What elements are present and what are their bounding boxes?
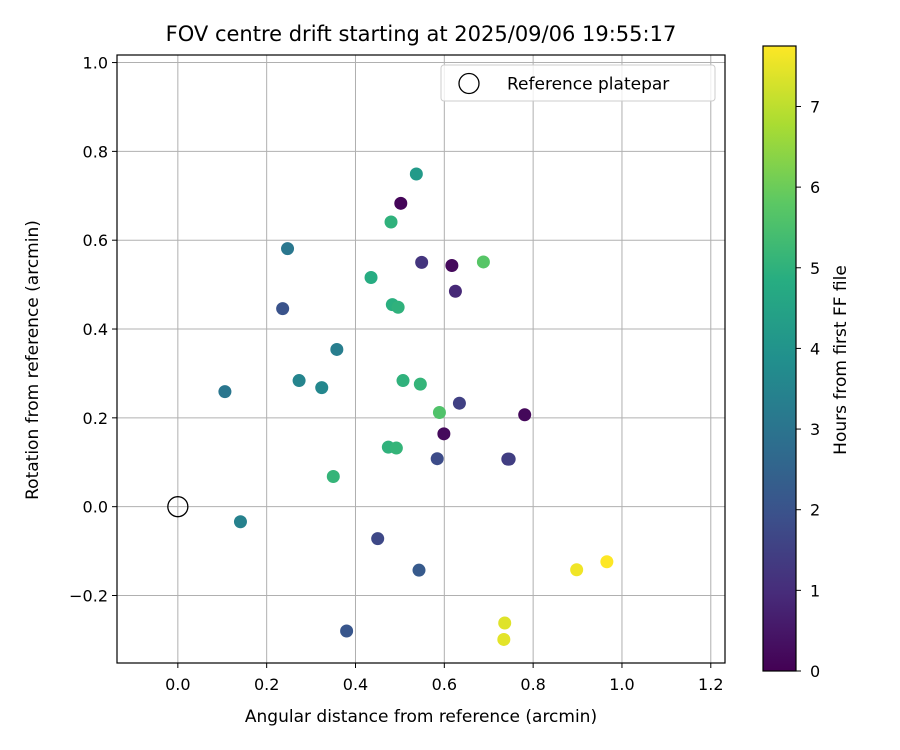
colorbar-gradient: [763, 46, 796, 671]
x-tick-label: 0.8: [520, 675, 545, 694]
y-axis-ticks: −0.2 0.0 0.2 0.4 0.6 0.8 1.0: [69, 54, 117, 605]
data-point: [218, 385, 232, 399]
data-point: [394, 196, 408, 210]
x-tick-label: 1.0: [609, 675, 634, 694]
data-point: [413, 377, 427, 391]
data-point: [292, 374, 306, 388]
colorbar-label: Hours from first FF file: [831, 265, 851, 455]
data-point: [233, 515, 247, 529]
data-point: [476, 255, 490, 269]
data-point: [409, 167, 423, 181]
y-tick-label: 0.4: [83, 320, 108, 339]
y-tick-label: 0.8: [83, 142, 108, 161]
data-point: [281, 242, 295, 256]
colorbar-tick-label: 7: [810, 97, 820, 116]
data-point: [518, 408, 532, 422]
colorbar-frame: [762, 45, 797, 672]
y-tick-label: 0.0: [83, 498, 108, 517]
colorbar: 0 1 2 3 4 5 6 7 Hours from first FF file: [762, 45, 851, 681]
data-point: [502, 452, 516, 466]
x-axis-ticks: 0.0 0.2 0.4 0.6 0.8 1.0 1.2: [165, 663, 724, 694]
colorbar-tick-label: 1: [810, 581, 820, 600]
reference-platepar-marker: [167, 496, 189, 518]
x-axis-label: Angular distance from reference (arcmin): [245, 707, 597, 727]
data-point: [389, 441, 403, 455]
colorbar-tick-label: 5: [810, 259, 820, 278]
x-tick-label: 0.0: [165, 675, 190, 694]
x-tick-label: 0.4: [343, 675, 368, 694]
colorbar-tick-label: 4: [810, 339, 820, 358]
data-point: [326, 469, 340, 483]
colorbar-tick-label: 6: [810, 178, 820, 197]
data-point: [396, 374, 410, 388]
data-point: [315, 381, 329, 395]
data-point: [432, 406, 446, 420]
reference-marker-layer: [167, 496, 189, 518]
legend-label: Reference platepar: [507, 75, 669, 95]
x-tick-label: 1.2: [698, 675, 723, 694]
y-tick-label: 1.0: [83, 54, 108, 73]
legend-box: [440, 64, 716, 102]
data-point: [340, 624, 354, 638]
data-point: [384, 215, 398, 229]
data-point: [452, 396, 466, 410]
data-point: [364, 271, 378, 285]
legend-reference-marker: [458, 72, 480, 95]
x-tick-label: 0.6: [432, 675, 457, 694]
data-point: [498, 616, 512, 630]
colorbar-ticks: 0 1 2 3 4 5 6 7: [796, 97, 820, 681]
x-tick-label: 0.2: [254, 675, 279, 694]
legend: Reference platepar: [440, 64, 716, 102]
y-tick-label: 0.6: [83, 231, 108, 250]
chart-title: FOV centre drift starting at 2025/09/06 …: [166, 22, 677, 46]
y-axis-label: Rotation from reference (arcmin): [23, 220, 43, 500]
y-tick-label: −0.2: [69, 586, 108, 605]
y-tick-label: 0.2: [83, 409, 108, 428]
data-point: [371, 532, 385, 546]
data-point: [330, 342, 344, 356]
data-point: [415, 255, 429, 269]
data-point: [445, 259, 459, 273]
colorbar-tick-label: 3: [810, 420, 820, 439]
data-point: [276, 302, 290, 316]
data-point: [430, 452, 444, 466]
data-point: [448, 284, 462, 298]
grid: [117, 55, 725, 663]
data-points: [218, 167, 614, 646]
colorbar-tick-label: 2: [810, 501, 820, 520]
colorbar-tick-label: 0: [810, 662, 820, 681]
data-point: [391, 300, 405, 314]
data-point: [497, 632, 511, 646]
data-point: [437, 427, 451, 441]
data-point: [600, 555, 614, 569]
plot-frame: [116, 54, 726, 664]
data-point: [412, 563, 426, 577]
data-point: [570, 563, 584, 577]
